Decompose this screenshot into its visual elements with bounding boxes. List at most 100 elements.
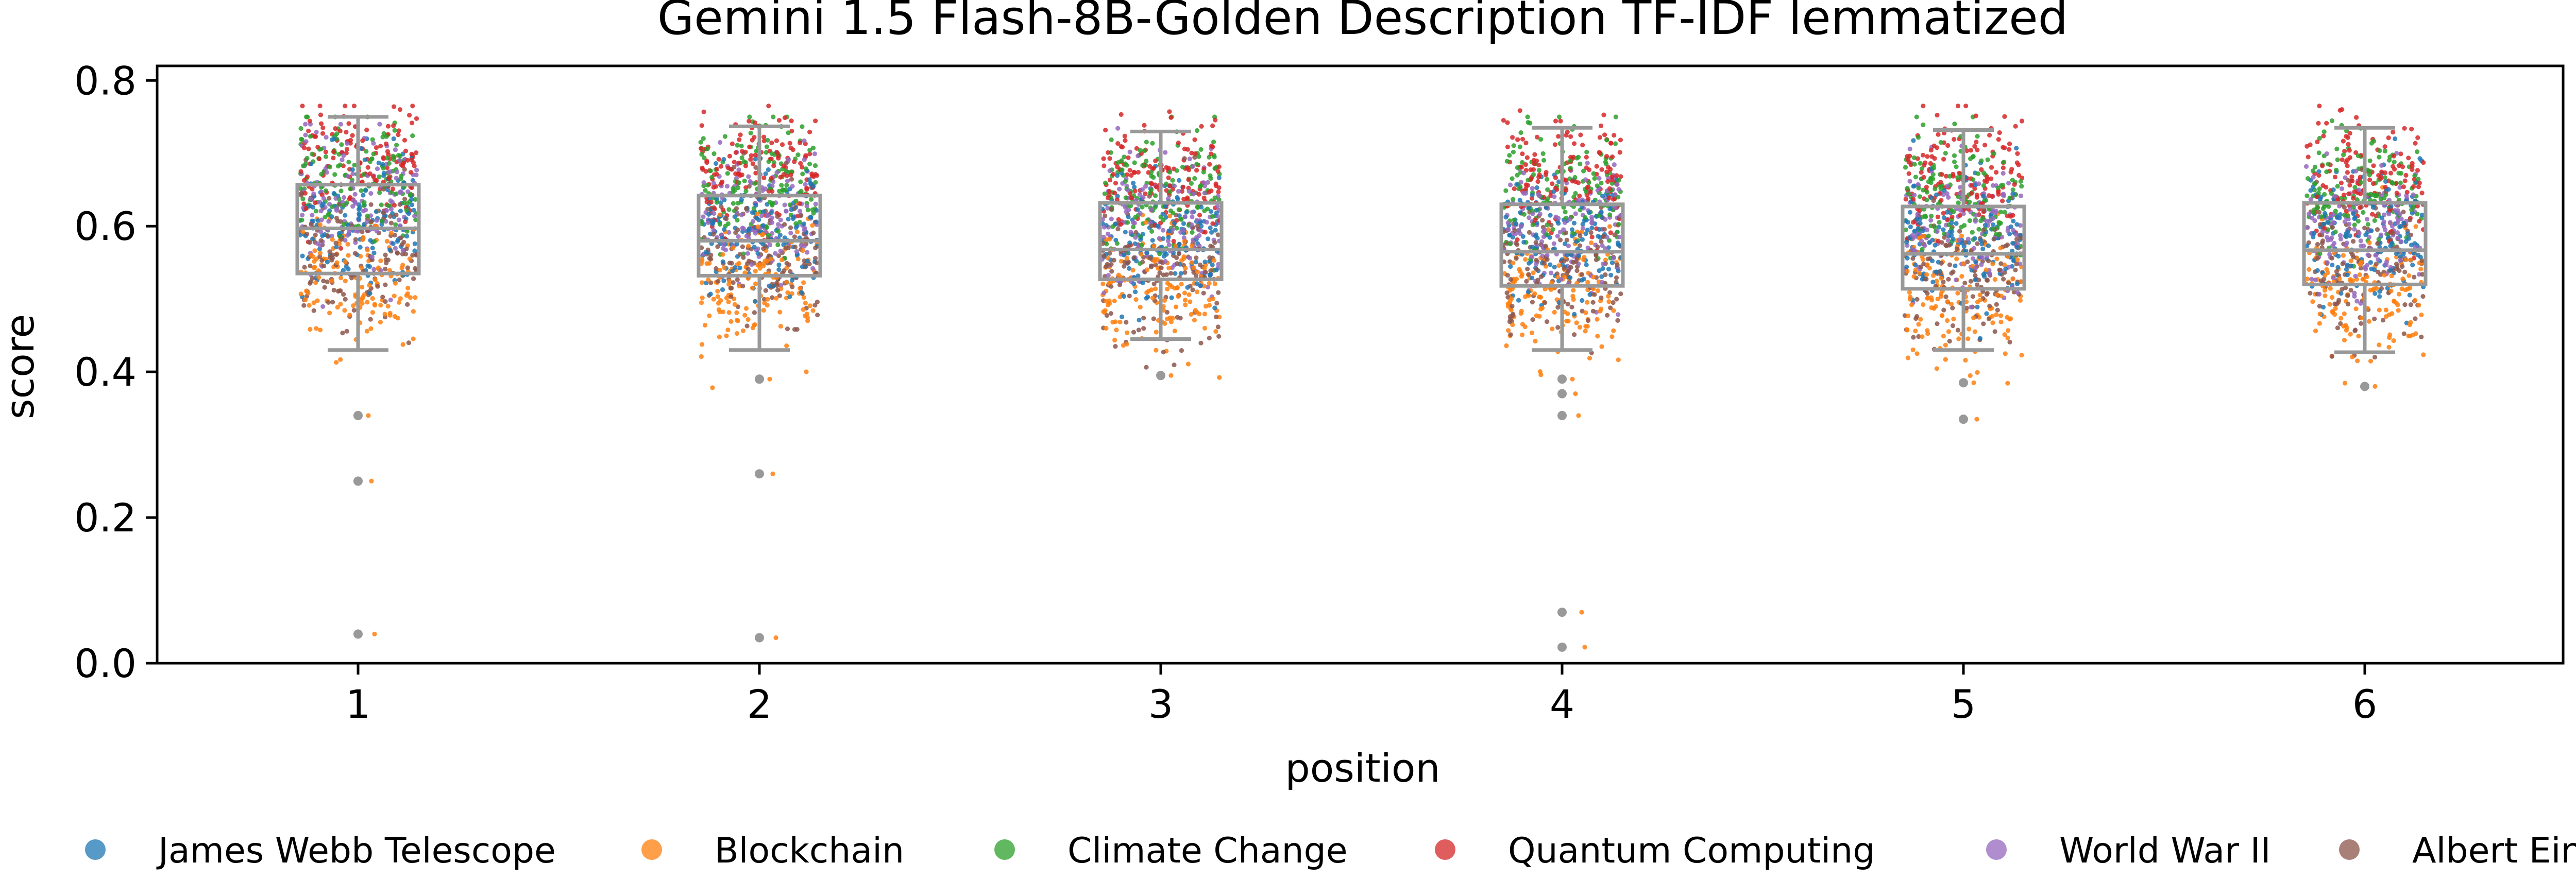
- strip-point: [1597, 227, 1602, 232]
- strip-point: [1167, 183, 1173, 188]
- strip-point: [1508, 332, 1513, 337]
- strip-point: [2341, 152, 2346, 158]
- strip-point: [302, 265, 307, 270]
- strip-point: [1195, 269, 1200, 274]
- strip-point: [1580, 143, 1585, 148]
- strip-point: [383, 282, 388, 287]
- strip-point: [1566, 319, 1571, 324]
- strip-point: [321, 196, 326, 201]
- strip-point: [1143, 184, 1148, 189]
- strip-point: [338, 188, 344, 194]
- strip-point: [1510, 176, 1515, 181]
- strip-point: [1951, 174, 1956, 179]
- strip-point: [304, 156, 310, 161]
- strip-point: [2398, 239, 2403, 244]
- strip-point: [1945, 318, 1950, 323]
- strip-point: [748, 157, 753, 162]
- strip-point: [1130, 268, 1136, 273]
- strip-point: [319, 171, 324, 177]
- strip-point: [2388, 268, 2393, 273]
- strip-point: [1614, 173, 1619, 178]
- strip-point: [344, 264, 349, 269]
- strip-point: [1583, 324, 1588, 329]
- strip-point: [338, 302, 343, 307]
- strip-point: [1580, 237, 1585, 242]
- strip-point: [774, 296, 779, 301]
- strip-point: [1588, 230, 1594, 235]
- strip-point: [1167, 282, 1173, 288]
- strip-point: [1594, 257, 1599, 263]
- strip-point: [1600, 243, 1605, 248]
- strip-point: [315, 298, 320, 303]
- strip-point: [325, 279, 330, 284]
- strip-point: [1123, 179, 1128, 184]
- strip-point: [1925, 295, 1930, 300]
- strip-point: [2344, 267, 2349, 272]
- strip-point: [1181, 254, 1187, 260]
- strip-point: [1131, 255, 1137, 261]
- strip-point: [704, 160, 709, 165]
- strip-point: [2412, 274, 2417, 280]
- strip-point: [1541, 229, 1546, 234]
- strip-point: [1136, 273, 1141, 279]
- strip-point: [343, 259, 348, 264]
- strip-point: [318, 112, 324, 117]
- strip-point: [1578, 132, 1583, 137]
- strip-point: [1154, 184, 1159, 189]
- strip-point: [1997, 130, 2002, 135]
- strip-point: [1531, 172, 1536, 177]
- strip-point: [1905, 327, 1910, 333]
- strip-point: [759, 213, 765, 218]
- strip-point: [714, 166, 719, 172]
- strip-point: [779, 142, 785, 147]
- strip-point: [393, 246, 398, 251]
- strip-point: [375, 166, 380, 171]
- strip-point: [1556, 221, 1561, 226]
- strip-point: [365, 165, 370, 170]
- strip-point: [2401, 184, 2406, 189]
- strip-point: [1922, 243, 1927, 248]
- strip-point: [405, 302, 410, 307]
- strip-point: [315, 241, 320, 246]
- strip-point: [318, 238, 324, 243]
- strip-point: [777, 293, 782, 298]
- strip-point: [307, 240, 312, 245]
- strip-point: [411, 160, 416, 165]
- strip-point: [706, 212, 711, 217]
- strip-point: [739, 149, 745, 154]
- strip-point: [766, 159, 771, 164]
- strip-point: [1581, 168, 1586, 174]
- strip-point: [710, 385, 715, 390]
- strip-point: [1918, 161, 1923, 166]
- strip-point: [1984, 267, 1989, 272]
- strip-point: [1198, 228, 1204, 233]
- strip-point: [320, 125, 326, 130]
- strip-point: [400, 342, 405, 347]
- strip-point: [815, 313, 820, 318]
- strip-point: [388, 297, 393, 303]
- strip-point: [774, 150, 779, 155]
- strip-point: [399, 162, 404, 167]
- strip-point: [1182, 270, 1188, 275]
- strip-point: [1178, 216, 1183, 221]
- strip-point: [1189, 312, 1194, 317]
- strip-point: [2002, 193, 2007, 198]
- strip-point: [775, 214, 780, 219]
- strip-point: [1614, 297, 1619, 302]
- strip-point: [2395, 302, 2400, 307]
- strip-point: [342, 308, 347, 313]
- strip-point: [811, 230, 816, 235]
- strip-point: [333, 126, 338, 131]
- strip-point: [786, 157, 791, 162]
- strip-point: [1601, 112, 1606, 117]
- strip-point: [1171, 238, 1176, 244]
- strip-point: [733, 230, 738, 235]
- strip-point: [2317, 291, 2322, 297]
- strip-point: [2343, 381, 2348, 386]
- strip-point: [330, 137, 335, 142]
- strip-point: [1564, 133, 1569, 138]
- strip-point: [2397, 211, 2402, 216]
- strip-point: [1973, 113, 1978, 118]
- strip-point: [736, 180, 741, 185]
- strip-point: [1185, 285, 1190, 290]
